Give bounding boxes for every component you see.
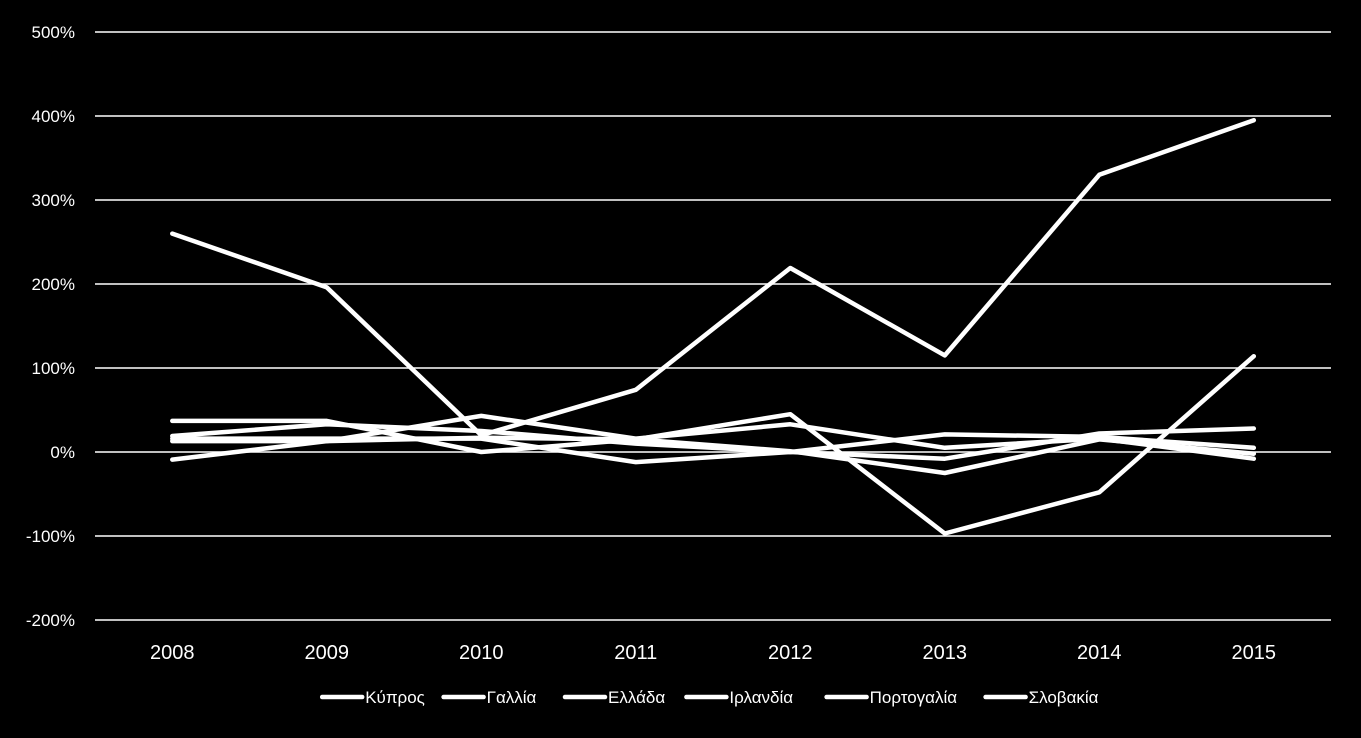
legend-label: Ιρλανδία — [729, 688, 793, 707]
y-tick-label: 100% — [32, 359, 75, 378]
legend-item: Κύπρος — [319, 688, 425, 707]
x-tick-label: 2008 — [150, 642, 195, 664]
legend-label: Κύπρος — [365, 688, 425, 707]
legend-item: Ιρλανδία — [684, 688, 793, 707]
y-tick-label: 200% — [32, 275, 75, 294]
legend-label: Πορτογαλία — [870, 688, 958, 707]
x-tick-label: 2014 — [1077, 642, 1122, 664]
legend-label: Σλοβακία — [1029, 688, 1099, 707]
x-axis-tick-labels: 2008 2009 2010 2011 2012 2013 2014 2015 — [150, 642, 1276, 664]
x-tick-label: 2011 — [614, 642, 657, 664]
legend: Κύπρος Γαλλία Ελλάδα Ιρλανδία Πορτογαλία Σλοβ… — [319, 688, 1099, 707]
legend-item: Σλοβακία — [983, 688, 1099, 707]
x-tick-label: 2013 — [923, 642, 968, 664]
series-line — [170, 413, 1257, 462]
legend-label: Γαλλία — [487, 688, 537, 707]
y-tick-label: 500% — [32, 23, 75, 42]
legend-item: Πορτογαλία — [824, 688, 958, 707]
x-tick-label: 2009 — [305, 642, 350, 664]
legend-item: Ελλάδα — [562, 688, 665, 707]
gridlines — [95, 31, 1331, 621]
x-tick-label: 2012 — [768, 642, 813, 664]
y-tick-label: 400% — [32, 107, 75, 126]
series-lines — [170, 117, 1257, 536]
legend-label: Ελλάδα — [608, 688, 665, 707]
y-tick-label: 0% — [50, 443, 75, 462]
x-tick-label: 2010 — [459, 642, 504, 664]
y-tick-label: -100% — [26, 527, 75, 546]
x-tick-label: 2015 — [1232, 642, 1277, 664]
legend-item: Γαλλία — [441, 688, 537, 707]
y-tick-label: 300% — [32, 191, 75, 210]
y-axis-tick-labels: -200% -100% 0% 100% 200% 300% 400% 500% — [26, 23, 75, 630]
y-tick-label: -200% — [26, 611, 75, 630]
series-line — [170, 117, 1257, 438]
